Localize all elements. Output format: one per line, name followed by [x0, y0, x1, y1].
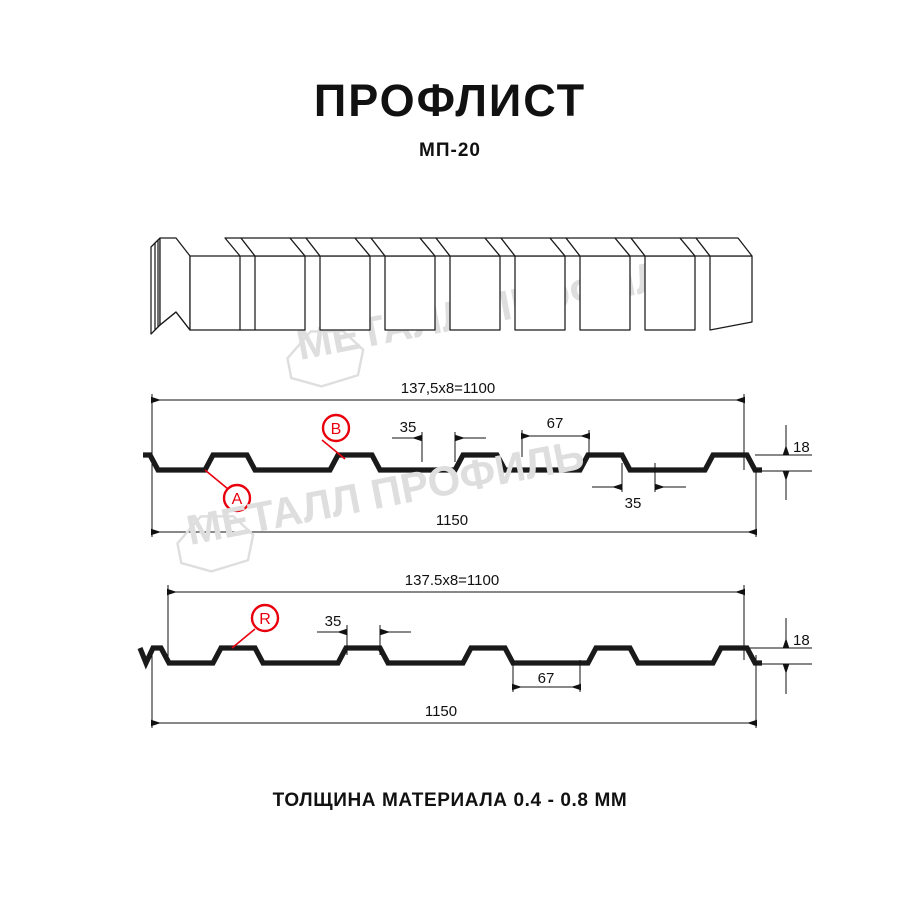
dim-label-rib-35-bottom: 35 — [325, 613, 342, 630]
dim-label-height-18-top: 18 — [793, 439, 810, 456]
callout-a-circle — [222, 483, 252, 513]
dim-height-18-top — [755, 425, 812, 500]
isometric-view — [150, 237, 753, 335]
header: ПРОФЛИСТ МП-20 — [0, 78, 900, 162]
dim-overall-bottom-2 — [151, 655, 757, 728]
callout-r-label: R — [259, 611, 271, 628]
dim-label-overall-bottom-1: 1150 — [436, 512, 468, 529]
section-view-top: 137,5х8=1100 A B 35 — [143, 380, 812, 537]
dim-overall-bottom-1 — [151, 470, 757, 537]
dim-label-overall-top-2: 137.5х8=1100 — [405, 572, 499, 589]
dim-flat-67-bottom — [512, 660, 581, 692]
dim-label-flat-67-top: 67 — [547, 415, 564, 432]
callout-b-circle — [321, 413, 351, 443]
dim-label-overall-top-1: 137,5х8=1100 — [401, 380, 495, 397]
footer: ТОЛЩИНА МАТЕРИАЛА 0.4 - 0.8 ММ — [0, 790, 900, 812]
watermark-logo-icon-2 — [176, 515, 255, 573]
dim-label-flat-67-bottom: 67 — [538, 670, 555, 687]
dim-label-height-18-bottom: 18 — [793, 632, 810, 649]
callout-r: R — [231, 603, 280, 649]
dim-height-18-bottom — [748, 618, 812, 694]
dim-label-overall-bottom-2: 1150 — [425, 703, 457, 720]
page-title: ПРОФЛИСТ — [313, 75, 587, 126]
page-subtitle: МП-20 — [419, 140, 481, 161]
dim-rib-35-top — [392, 432, 486, 462]
callout-r-circle — [250, 603, 280, 633]
dim-flat-67-top — [521, 430, 590, 457]
callout-a-label: A — [232, 491, 243, 508]
callout-b: B — [321, 413, 351, 460]
dim-label-rib-35-top: 35 — [400, 419, 417, 436]
dim-valley-35-top — [592, 463, 686, 492]
callout-b-label: B — [331, 421, 342, 438]
dim-label-valley-35-top: 35 — [625, 495, 642, 512]
profile-section-top — [143, 452, 762, 473]
material-thickness-label: ТОЛЩИНА МАТЕРИАЛА 0.4 - 0.8 ММ — [272, 790, 628, 811]
profile-section-bottom — [137, 645, 762, 670]
callout-a: A — [204, 469, 252, 513]
section-view-bottom: 137.5х8=1100 R 35 — [137, 572, 812, 728]
dim-rib-35-bottom — [317, 625, 411, 655]
watermark-logo-icon — [286, 330, 365, 388]
